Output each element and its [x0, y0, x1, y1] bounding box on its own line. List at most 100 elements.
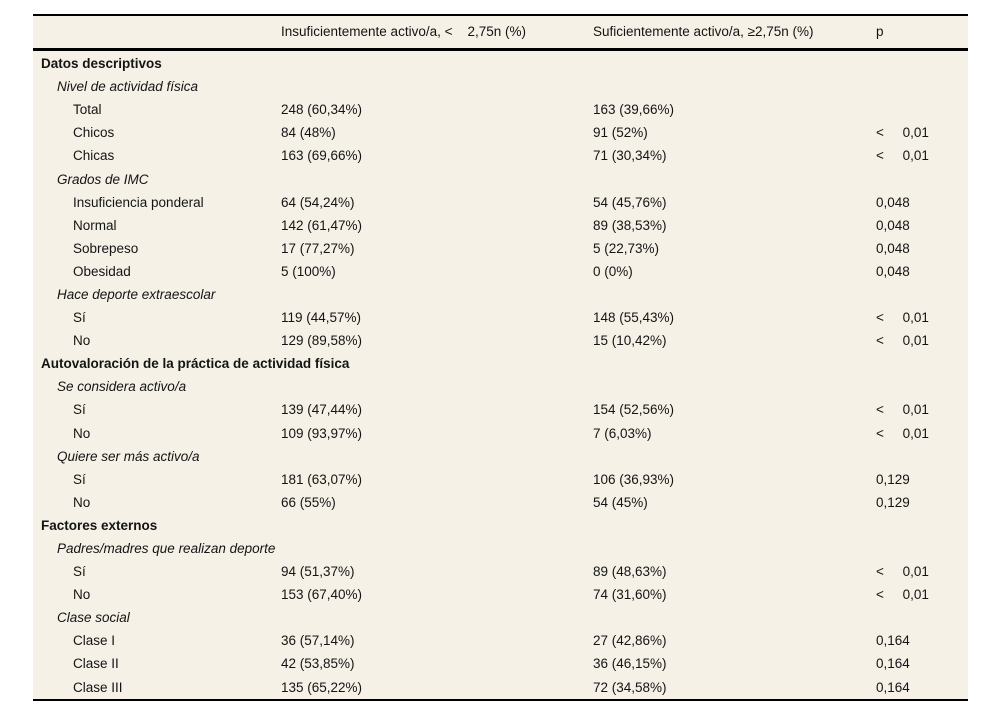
insufficiently-active-value: 139 (47,44%) — [281, 402, 363, 418]
table-row: Total 248 (60,34%) 163 (39,66%) — [33, 98, 968, 121]
table-row: Sí 181 (63,07%) 106 (36,93%) 0,129 — [33, 468, 968, 491]
row-label: Hace deporte extraescolar — [57, 286, 216, 302]
row-label: Total — [73, 102, 102, 118]
p-value: < 0,01 — [876, 402, 929, 418]
header-sufficiently-active: Suficientemente activo/a, ≥2,75n (%) — [593, 24, 814, 39]
row-label: No — [73, 425, 91, 441]
table-row: Se considera activo/a — [33, 375, 968, 398]
sufficiently-active-value: 89 (48,63%) — [593, 564, 667, 580]
table-row: Grados de IMC — [33, 167, 968, 190]
table-row: Sí 94 (51,37%) 89 (48,63%) < 0,01 — [33, 560, 968, 583]
table-row: Chicos 84 (48%) 91 (52%) < 0,01 — [33, 121, 968, 144]
insufficiently-active-value: 66 (55%) — [281, 494, 336, 510]
insufficiently-active-value: 36 (57,14%) — [281, 633, 355, 649]
insufficiently-active-value: 109 (93,97%) — [281, 425, 363, 441]
table-row: Clase social — [33, 606, 968, 629]
table-row: Clase II 42 (53,85%) 36 (46,15%) 0,164 — [33, 652, 968, 675]
p-value: < 0,01 — [876, 310, 929, 326]
insufficiently-active-value: 119 (44,57%) — [281, 310, 362, 326]
sufficiently-active-value: 72 (34,58%) — [593, 679, 667, 695]
table-row: Insuficiencia ponderal 64 (54,24%) 54 (4… — [33, 191, 968, 214]
p-value: < 0,01 — [876, 587, 929, 603]
insufficiently-active-value: 135 (65,22%) — [281, 679, 363, 695]
table-row: Padres/madres que realizan deporte — [33, 537, 968, 560]
p-value: < 0,01 — [876, 333, 929, 349]
row-label: Sí — [73, 564, 86, 580]
row-label: Factores externos — [41, 517, 158, 533]
row-label: Clase I — [73, 633, 116, 649]
row-label: Sí — [73, 471, 86, 487]
insufficiently-active-value: 84 (48%) — [281, 125, 336, 141]
table-row: Clase III 135 (65,22%) 72 (34,58%) 0,164 — [33, 676, 968, 699]
row-label: Chicos — [73, 125, 115, 141]
table-header-row: Insuficientemente activo/a, < 2,75n (%) … — [33, 16, 968, 51]
row-label: Sí — [73, 402, 86, 418]
insufficiently-active-value: 163 (69,66%) — [281, 148, 363, 164]
row-label: Autovaloración de la práctica de activid… — [41, 356, 350, 372]
p-value: 0,164 — [876, 633, 910, 649]
header-p-value: p — [876, 24, 884, 39]
table-row: Nivel de actividad física — [33, 75, 968, 98]
table-row: Sobrepeso 17 (77,27%) 5 (22,73%) 0,048 — [33, 237, 968, 260]
row-label: Padres/madres que realizan deporte — [57, 541, 276, 557]
insufficiently-active-value: 142 (61,47%) — [281, 217, 363, 233]
p-value: < 0,01 — [876, 425, 929, 441]
table-row: Chicas 163 (69,66%) 71 (30,34%) < 0,01 — [33, 144, 968, 167]
sufficiently-active-value: 89 (38,53%) — [593, 217, 667, 233]
row-label: Grados de IMC — [57, 171, 149, 187]
row-label: Normal — [73, 217, 117, 233]
row-label: Chicas — [73, 148, 115, 164]
row-label: Datos descriptivos — [41, 56, 162, 72]
insufficiently-active-value: 17 (77,27%) — [281, 240, 355, 256]
table-row: Sí 119 (44,57%) 148 (55,43%) < 0,01 — [33, 306, 968, 329]
row-label: Clase social — [57, 610, 130, 626]
table-row: Normal 142 (61,47%) 89 (38,53%) 0,048 — [33, 214, 968, 237]
table-row: Obesidad 5 (100%) 0 (0%) 0,048 — [33, 260, 968, 283]
sufficiently-active-value: 148 (55,43%) — [593, 310, 675, 326]
table-row: Factores externos — [33, 514, 968, 537]
row-label: Insuficiencia ponderal — [73, 194, 204, 210]
sufficiently-active-value: 74 (31,60%) — [593, 587, 667, 603]
sufficiently-active-value: 5 (22,73%) — [593, 240, 660, 256]
insufficiently-active-value: 64 (54,24%) — [281, 194, 355, 210]
row-label: No — [73, 333, 91, 349]
sufficiently-active-value: 91 (52%) — [593, 125, 648, 141]
table-row: Hace deporte extraescolar — [33, 283, 968, 306]
p-value: < 0,01 — [876, 125, 929, 141]
p-value: 0,048 — [876, 263, 910, 279]
sufficiently-active-value: 36 (46,15%) — [593, 656, 667, 672]
sufficiently-active-value: 54 (45,76%) — [593, 194, 667, 210]
sufficiently-active-value: 163 (39,66%) — [593, 102, 675, 118]
p-value: < 0,01 — [876, 148, 929, 164]
row-label: Obesidad — [73, 263, 131, 279]
row-label: Quiere ser más activo/a — [57, 448, 200, 464]
header-insufficiently-active: Insuficientemente activo/a, < 2,75n (%) — [281, 24, 527, 39]
results-table: Insuficientemente activo/a, < 2,75n (%) … — [33, 14, 968, 701]
insufficiently-active-value: 248 (60,34%) — [281, 102, 363, 118]
table-row: No 129 (89,58%) 15 (10,42%) < 0,01 — [33, 329, 968, 352]
sufficiently-active-value: 27 (42,86%) — [593, 633, 667, 649]
p-value: 0,164 — [876, 679, 910, 695]
p-value: 0,048 — [876, 217, 910, 233]
sufficiently-active-value: 7 (6,03%) — [593, 425, 652, 441]
table-row: Datos descriptivos — [33, 52, 968, 75]
p-value: 0,129 — [876, 494, 910, 510]
row-label: Sí — [73, 310, 86, 326]
p-value: 0,164 — [876, 656, 910, 672]
row-label: Se considera activo/a — [57, 379, 187, 395]
row-label: Sobrepeso — [73, 240, 139, 256]
table-row: Sí 139 (47,44%) 154 (52,56%) < 0,01 — [33, 398, 968, 421]
insufficiently-active-value: 5 (100%) — [281, 263, 336, 279]
table-row: Clase I 36 (57,14%) 27 (42,86%) 0,164 — [33, 629, 968, 652]
table-row: Autovaloración de la práctica de activid… — [33, 352, 968, 375]
p-value: 0,048 — [876, 194, 910, 210]
table-row: Quiere ser más activo/a — [33, 445, 968, 468]
insufficiently-active-value: 181 (63,07%) — [281, 471, 363, 487]
sufficiently-active-value: 154 (52,56%) — [593, 402, 675, 418]
insufficiently-active-value: 129 (89,58%) — [281, 333, 363, 349]
row-label: No — [73, 587, 91, 603]
p-value: < 0,01 — [876, 564, 929, 580]
table-body: Datos descriptivos Nivel de actividad fí… — [33, 51, 968, 699]
row-label: Clase II — [73, 656, 119, 672]
sufficiently-active-value: 54 (45%) — [593, 494, 648, 510]
